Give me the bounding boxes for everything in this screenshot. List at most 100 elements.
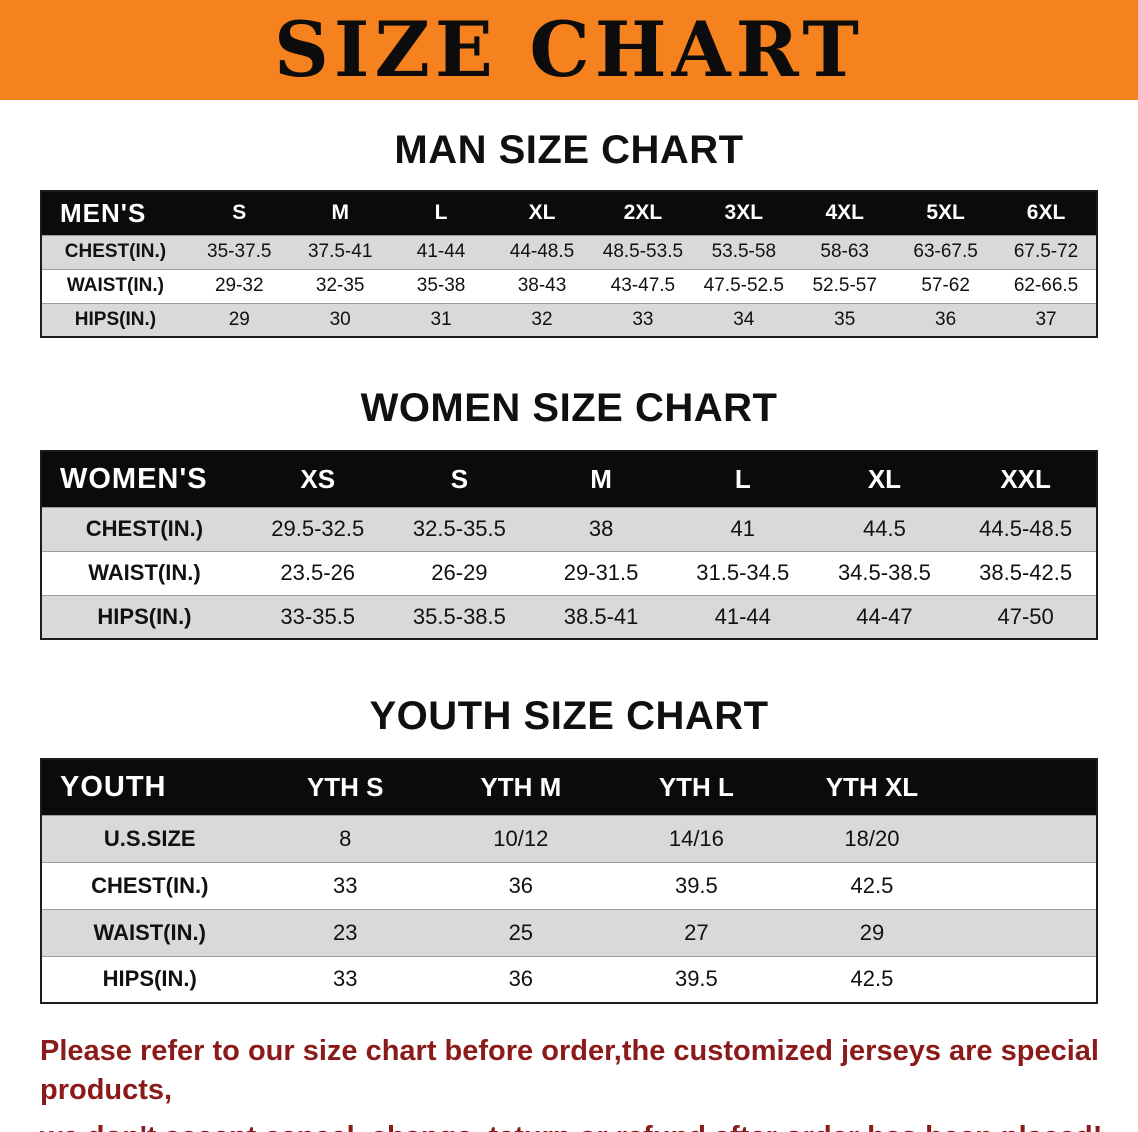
size-value-cell: 35-37.5 — [207, 241, 272, 262]
size-value-cell: 38.5-41 — [563, 603, 639, 629]
spacer-cell — [960, 862, 1097, 909]
column-header-cell: 3XL — [693, 191, 795, 235]
column-header-cell: YTH L — [608, 759, 785, 815]
size-value-cell: 44-47 — [856, 603, 913, 629]
notice-line-1: Please refer to our size chart before or… — [40, 1035, 1099, 1107]
notice-line-2: we don't accept cancel, change, teturn o… — [40, 1118, 1138, 1132]
size-value-cell: 33-35.5 — [280, 603, 356, 629]
row-label: HIPS(IN.) — [97, 603, 192, 629]
size-value-cell: 35 — [834, 308, 856, 330]
size-value-cell: 67.5-72 — [1013, 241, 1079, 262]
column-header-cell: YTH S — [257, 759, 434, 815]
column-header-cell: L — [671, 451, 814, 507]
table-corner-label: YOUTH — [41, 759, 258, 815]
size-value-cell: 57-62 — [921, 275, 970, 296]
row-label: CHEST(IN.) — [91, 872, 209, 898]
size-value-cell: 48.5-53.5 — [602, 241, 684, 262]
table-row: WAIST(IN.) 23.5-26 26-29 29-31.5 31.5-34.5 34… — [41, 551, 1097, 595]
youth-size-table: YOUTH YTH S YTH M YTH L YTH XL U.S.SIZE 8 10/12… — [40, 758, 1098, 1004]
column-header-cell: YTH XL — [784, 759, 960, 815]
size-value-cell: 44.5-48.5 — [979, 516, 1073, 541]
size-value-cell: 10/12 — [493, 825, 549, 851]
women-size-table: WOMEN'S XS S M L XL XXL CHEST(IN.) 29.5-32.5 32.5… — [40, 450, 1098, 640]
size-value-cell: 52.5-57 — [812, 275, 877, 296]
table-row: CHEST(IN.) 33 36 39.5 42.5 — [41, 862, 1097, 909]
column-header-cell: 2XL — [592, 191, 694, 235]
size-value-cell: 44-48.5 — [509, 241, 575, 262]
banner-title: SIZE CHART — [274, 5, 864, 94]
column-header-cell: 5XL — [895, 191, 997, 235]
column-header-cell: 4XL — [794, 191, 896, 235]
table-row: WAIST(IN.) 23 25 27 29 — [41, 909, 1097, 956]
size-value-cell: 58-63 — [820, 241, 870, 262]
size-value-cell: 42.5 — [850, 872, 894, 898]
women-size-chart-section: WOMEN SIZE CHART WOMEN'S XS S M L XL XXL CHEST(… — [0, 384, 1138, 640]
size-value-cell: 36 — [935, 308, 957, 330]
size-value-cell: 26-29 — [431, 560, 488, 585]
size-value-cell: 8 — [339, 825, 352, 851]
size-value-cell: 25 — [508, 919, 534, 945]
youth-size-chart-heading: YOUTH SIZE CHART — [369, 694, 769, 738]
column-header-cell: L — [390, 191, 492, 235]
row-label: WAIST(IN.) — [66, 275, 164, 296]
women-size-chart-heading: WOMEN SIZE CHART — [360, 386, 778, 430]
column-header-cell: S — [188, 191, 290, 235]
column-header-cell: XXL — [955, 451, 1097, 507]
row-label: WAIST(IN.) — [93, 919, 206, 945]
size-value-cell: 41-44 — [714, 603, 771, 629]
men-size-table: MEN'S S M L XL 2XL 3XL 4XL 5XL 6XL CHEST(IN.) 35-37… — [40, 190, 1098, 338]
size-value-cell: 47.5-52.5 — [703, 275, 784, 296]
size-value-cell: 31 — [430, 308, 452, 330]
row-label: CHEST(IN.) — [64, 241, 167, 262]
row-label: WAIST(IN.) — [88, 560, 201, 585]
row-label: HIPS(IN.) — [74, 308, 157, 330]
size-value-cell: 36 — [508, 966, 534, 992]
size-value-cell: 41-44 — [416, 241, 466, 262]
size-value-cell: 27 — [684, 919, 709, 945]
size-value-cell: 32.5-35.5 — [412, 516, 506, 541]
size-value-cell: 29 — [859, 919, 885, 945]
table-row: CHEST(IN.) 35-37.5 37.5-41 41-44 44-48.5 48.5… — [41, 235, 1097, 269]
size-value-cell: 37.5-41 — [307, 241, 373, 262]
size-value-cell: 34.5-38.5 — [837, 560, 931, 585]
size-value-cell: 33 — [333, 966, 358, 992]
row-label: HIPS(IN.) — [102, 966, 197, 992]
size-value-cell: 31.5-34.5 — [696, 560, 790, 585]
size-value-cell: 29-31.5 — [563, 560, 639, 585]
column-header-cell: M — [530, 451, 672, 507]
table-row: CHEST(IN.) 29.5-32.5 32.5-35.5 38 41 44.5 44.5… — [41, 507, 1097, 551]
size-value-cell: 38.5-42.5 — [979, 560, 1073, 585]
spacer-cell — [960, 956, 1097, 1003]
header-row: YOUTH YTH S YTH M YTH L YTH XL — [41, 759, 1097, 815]
man-size-chart-section: MAN SIZE CHART MEN'S S M L XL 2XL 3XL 4XL 5XL 6XL… — [0, 126, 1138, 338]
column-header-cell: 6XL — [996, 191, 1097, 235]
size-value-cell: 43-47.5 — [610, 275, 676, 296]
size-value-cell: 23 — [333, 919, 358, 945]
table-row: HIPS(IN.) 33 36 39.5 42.5 — [41, 956, 1097, 1003]
size-chart-banner: SIZE CHART — [0, 0, 1138, 100]
size-value-cell: 32 — [531, 308, 553, 330]
size-value-cell: 39.5 — [674, 966, 718, 992]
size-value-cell: 18/20 — [844, 825, 900, 851]
size-value-cell: 53.5-58 — [711, 241, 777, 262]
size-value-cell: 47-50 — [997, 603, 1054, 629]
size-value-cell: 14/16 — [668, 825, 724, 851]
row-label: U.S.SIZE — [103, 825, 196, 851]
column-header-cell: M — [289, 191, 391, 235]
size-value-cell: 42.5 — [850, 966, 894, 992]
order-notice: Please refer to our size chart before or… — [40, 1032, 1138, 1132]
size-value-cell: 30 — [329, 308, 351, 330]
spacer-cell — [959, 759, 1097, 815]
size-value-cell: 33 — [632, 308, 654, 330]
size-value-cell: 35.5-38.5 — [412, 603, 506, 629]
table-corner-label: MEN'S — [41, 191, 189, 235]
man-size-chart-heading: MAN SIZE CHART — [394, 128, 744, 172]
size-value-cell: 29 — [228, 308, 250, 330]
column-header-cell: XL — [813, 451, 956, 507]
size-value-cell: 33 — [333, 872, 358, 898]
row-label: CHEST(IN.) — [85, 516, 204, 541]
youth-size-chart-section: YOUTH SIZE CHART YOUTH YTH S YTH M YTH L YTH… — [0, 692, 1138, 1004]
size-value-cell: 39.5 — [674, 872, 718, 898]
table-row: U.S.SIZE 8 10/12 14/16 18/20 — [41, 815, 1097, 862]
